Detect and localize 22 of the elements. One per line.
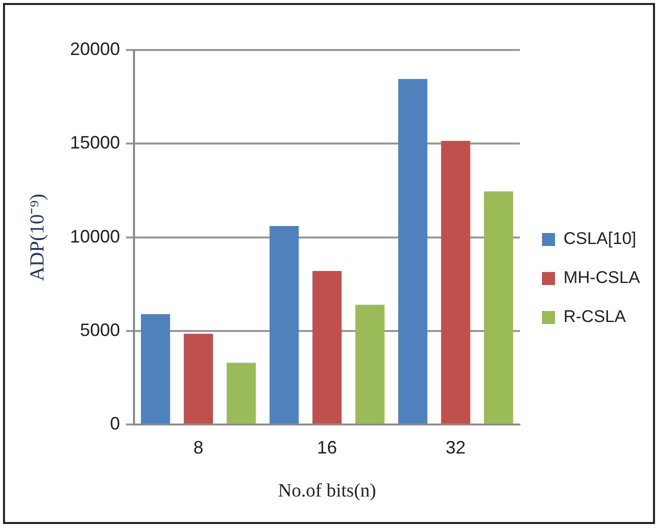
x-tick-label: 32 [446,437,466,458]
x-tick-label: 16 [317,437,338,458]
y-tick-label: 10000 [70,226,120,246]
bar [226,362,256,424]
bar [312,271,342,424]
y-tick-label: 5000 [80,320,120,340]
bar [184,334,213,424]
bar [355,304,384,424]
bar [398,79,428,424]
x-axis-title: No.of bits(n) [278,480,376,502]
bar [484,191,514,424]
legend-label: MH-CSLA [563,268,641,288]
y-tick-label: 20000 [70,38,120,59]
y-axis-title: ADP(10⁻⁹) [26,194,48,281]
y-tick-label: 15000 [70,132,120,153]
bar [270,226,299,424]
legend-label: R-CSLA [563,307,626,326]
legend-label: CSLA[10] [563,229,636,248]
bar [140,314,170,424]
y-tick-label: 0 [110,414,120,434]
bar [441,140,470,424]
x-tick-label: 8 [193,437,204,458]
